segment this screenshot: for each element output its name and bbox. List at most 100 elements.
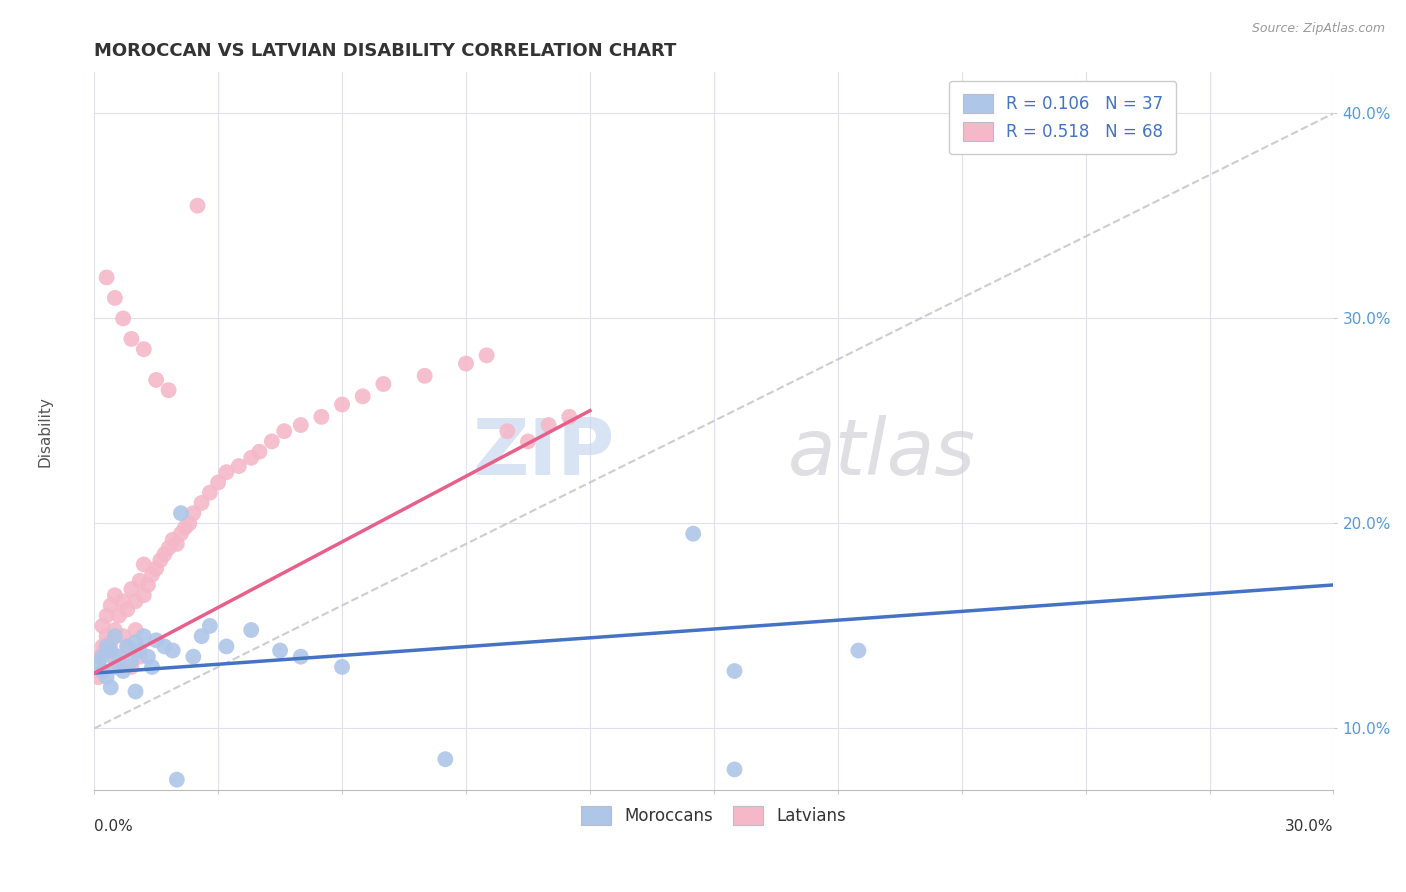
- Point: [516, 434, 538, 449]
- Point: [120, 582, 142, 596]
- Point: [162, 533, 184, 547]
- Point: [157, 541, 180, 555]
- Point: [128, 643, 150, 657]
- Text: 0.0%: 0.0%: [94, 819, 134, 834]
- Point: [198, 485, 221, 500]
- Point: [848, 643, 870, 657]
- Point: [166, 772, 188, 787]
- Point: [190, 496, 212, 510]
- Point: [108, 608, 131, 623]
- Point: [190, 629, 212, 643]
- Point: [132, 558, 155, 572]
- Point: [311, 409, 333, 424]
- Point: [91, 664, 114, 678]
- Point: [141, 660, 163, 674]
- Point: [128, 649, 150, 664]
- Point: [330, 660, 353, 674]
- Point: [186, 199, 208, 213]
- Point: [162, 643, 184, 657]
- Point: [260, 434, 283, 449]
- Point: [558, 409, 581, 424]
- Point: [215, 640, 238, 654]
- Point: [170, 526, 193, 541]
- Point: [104, 291, 127, 305]
- Point: [91, 640, 114, 654]
- Point: [91, 649, 114, 664]
- Point: [228, 458, 250, 473]
- Point: [682, 526, 704, 541]
- Point: [290, 417, 312, 432]
- Text: MOROCCAN VS LATVIAN DISABILITY CORRELATION CHART: MOROCCAN VS LATVIAN DISABILITY CORRELATI…: [94, 42, 676, 60]
- Point: [145, 633, 167, 648]
- Point: [96, 640, 118, 654]
- Point: [87, 656, 110, 670]
- Point: [87, 649, 110, 664]
- Point: [249, 444, 271, 458]
- Point: [100, 599, 122, 613]
- Point: [145, 373, 167, 387]
- Point: [434, 752, 457, 766]
- Point: [183, 649, 205, 664]
- Text: 30.0%: 30.0%: [1285, 819, 1333, 834]
- Point: [207, 475, 229, 490]
- Point: [153, 547, 176, 561]
- Point: [128, 574, 150, 588]
- Point: [124, 623, 146, 637]
- Point: [198, 619, 221, 633]
- Point: [112, 664, 135, 678]
- Point: [183, 506, 205, 520]
- Point: [100, 681, 122, 695]
- Point: [91, 619, 114, 633]
- Point: [170, 506, 193, 520]
- Point: [117, 640, 139, 654]
- Point: [157, 383, 180, 397]
- Point: [120, 332, 142, 346]
- Point: [112, 629, 135, 643]
- Point: [145, 561, 167, 575]
- Point: [96, 270, 118, 285]
- Point: [723, 664, 745, 678]
- Point: [124, 684, 146, 698]
- Point: [91, 664, 114, 678]
- Point: [96, 629, 118, 643]
- Point: [104, 588, 127, 602]
- Text: Source: ZipAtlas.com: Source: ZipAtlas.com: [1251, 22, 1385, 36]
- Text: atlas: atlas: [789, 415, 976, 491]
- Point: [108, 649, 131, 664]
- Point: [104, 623, 127, 637]
- Point: [136, 578, 159, 592]
- Point: [132, 629, 155, 643]
- Point: [537, 417, 560, 432]
- Point: [290, 649, 312, 664]
- Point: [96, 643, 118, 657]
- Point: [112, 311, 135, 326]
- Point: [373, 377, 395, 392]
- Point: [215, 465, 238, 479]
- Point: [100, 643, 122, 657]
- Point: [96, 670, 118, 684]
- Point: [87, 670, 110, 684]
- Point: [132, 342, 155, 356]
- Point: [120, 660, 142, 674]
- Point: [112, 594, 135, 608]
- Point: [413, 368, 436, 383]
- Point: [149, 553, 172, 567]
- Point: [723, 763, 745, 777]
- Text: ZIP: ZIP: [472, 415, 614, 491]
- Point: [166, 537, 188, 551]
- Text: Disability: Disability: [37, 396, 52, 467]
- Point: [104, 649, 127, 664]
- Point: [273, 424, 295, 438]
- Point: [117, 602, 139, 616]
- Point: [330, 398, 353, 412]
- Point: [174, 520, 197, 534]
- Point: [104, 660, 127, 674]
- Point: [475, 348, 498, 362]
- Point: [496, 424, 519, 438]
- Point: [96, 608, 118, 623]
- Point: [269, 643, 291, 657]
- Point: [179, 516, 201, 531]
- Legend: Moroccans, Latvians: Moroccans, Latvians: [575, 799, 853, 832]
- Point: [124, 635, 146, 649]
- Point: [132, 588, 155, 602]
